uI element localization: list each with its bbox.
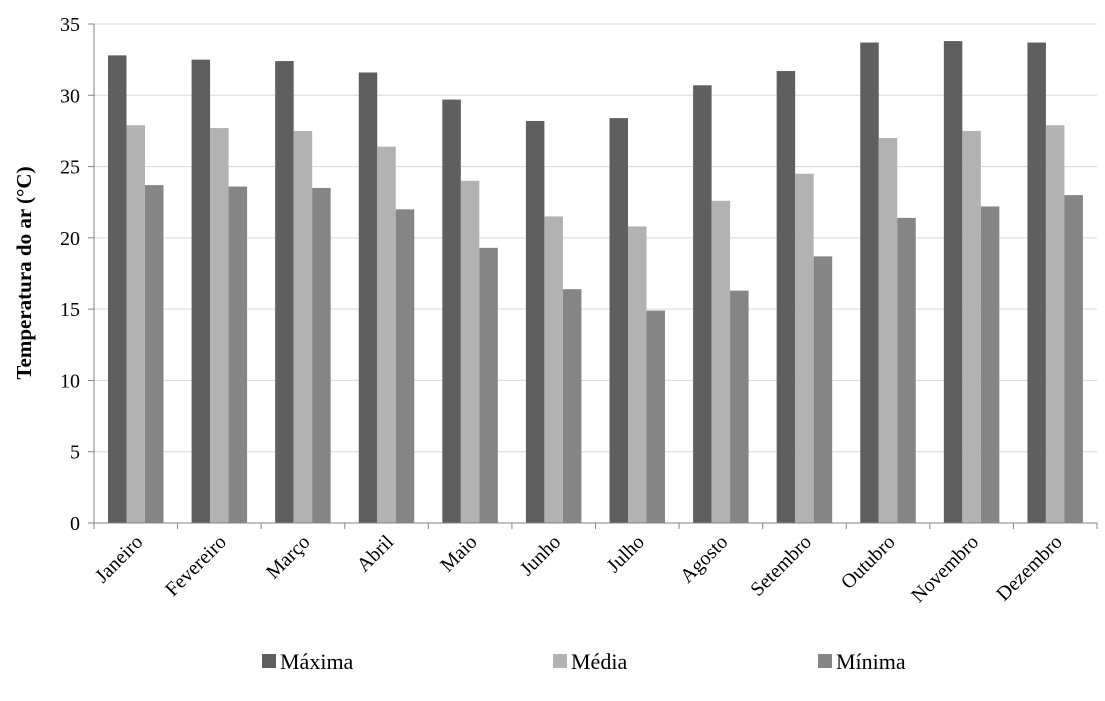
legend-label: Máxima (280, 649, 354, 674)
bars (108, 41, 1083, 524)
y-tick-label: 30 (60, 85, 80, 107)
bar-máxima-janeiro (108, 55, 127, 523)
bar-média-dezembro (1045, 125, 1065, 524)
legend-item-média: Média (553, 649, 627, 674)
bar-mínima-abril (395, 209, 415, 524)
legend-item-máxima: Máxima (262, 649, 354, 674)
bar-máxima-abril (358, 72, 378, 523)
bar-média-fevereiro (210, 128, 229, 523)
x-tick-label: Agosto (676, 531, 732, 587)
x-tick-label: Fevereiro (161, 531, 231, 601)
bar-média-janeiro (126, 125, 145, 524)
x-tick-label: Maio (436, 531, 481, 576)
bar-mínima-outubro (897, 217, 916, 523)
y-tick-label: 5 (70, 442, 80, 464)
bar-mínima-julho (646, 310, 665, 523)
bar-média-junho (544, 216, 563, 523)
y-tick-label: 15 (60, 299, 80, 321)
bar-máxima-agosto (693, 85, 712, 523)
x-tick-label: Novembro (907, 531, 983, 607)
bar-mínima-maio (479, 247, 498, 523)
bar-máxima-novembro (943, 41, 963, 523)
x-tick-label: Março (262, 531, 314, 583)
bar-mínima-agosto (730, 290, 749, 523)
x-tick-label: Setembro (746, 531, 816, 601)
bar-média-novembro (962, 130, 981, 523)
legend-swatch (262, 654, 276, 668)
gridlines (94, 23, 1097, 453)
x-tick-label: Outubro (837, 531, 900, 594)
bar-máxima-setembro (776, 71, 796, 523)
bar-máxima-dezembro (1027, 42, 1046, 523)
bar-mínima-setembro (813, 256, 833, 523)
bar-média-abril (377, 146, 396, 523)
y-tick-labels: 0 5 10 15 20 25 30 35 (60, 14, 94, 535)
legend-label: Média (571, 649, 627, 674)
bar-média-março (293, 130, 313, 523)
x-tick-labels: Janeiro Fevereiro Março Abril Maio Junho Julho… (91, 523, 1098, 607)
bar-máxima-maio (442, 99, 461, 523)
bar-média-julho (628, 226, 647, 524)
bar-média-outubro (878, 138, 898, 524)
y-tick-label: 35 (60, 14, 80, 36)
y-axis-title: Temperatura do ar (°C) (12, 166, 36, 379)
y-tick-label: 10 (60, 370, 80, 392)
legend-item-mínima: Mínima (818, 649, 906, 674)
x-tick-label: Julho (603, 531, 649, 577)
bar-média-agosto (711, 200, 731, 523)
y-tick-label: 0 (70, 513, 80, 535)
bar-média-maio (460, 180, 480, 524)
legend-label: Mínima (836, 649, 906, 674)
bar-máxima-julho (609, 118, 628, 524)
x-tick-label: Abril (353, 531, 399, 577)
bar-máxima-junho (525, 120, 545, 523)
y-tick-label: 25 (60, 157, 80, 179)
bar-média-setembro (795, 173, 814, 523)
bar-mínima-janeiro (145, 185, 164, 523)
x-tick-label: Janeiro (91, 531, 147, 587)
bar-mínima-junho (562, 289, 582, 523)
bar-máxima-fevereiro (191, 59, 211, 524)
bar-mínima-novembro (980, 206, 1000, 523)
bar-mínima-março (312, 187, 331, 523)
bar-mínima-dezembro (1064, 195, 1083, 524)
bar-máxima-outubro (860, 42, 879, 523)
legend-swatch (553, 654, 567, 668)
x-tick-label: Dezembro (992, 531, 1066, 605)
bar-mínima-fevereiro (228, 186, 248, 523)
legend: Máxima Média Mínima (262, 649, 906, 674)
legend-swatch (818, 654, 832, 668)
y-tick-label: 20 (60, 228, 80, 250)
x-tick-label: Junho (516, 531, 565, 580)
bar-máxima-março (275, 61, 294, 523)
